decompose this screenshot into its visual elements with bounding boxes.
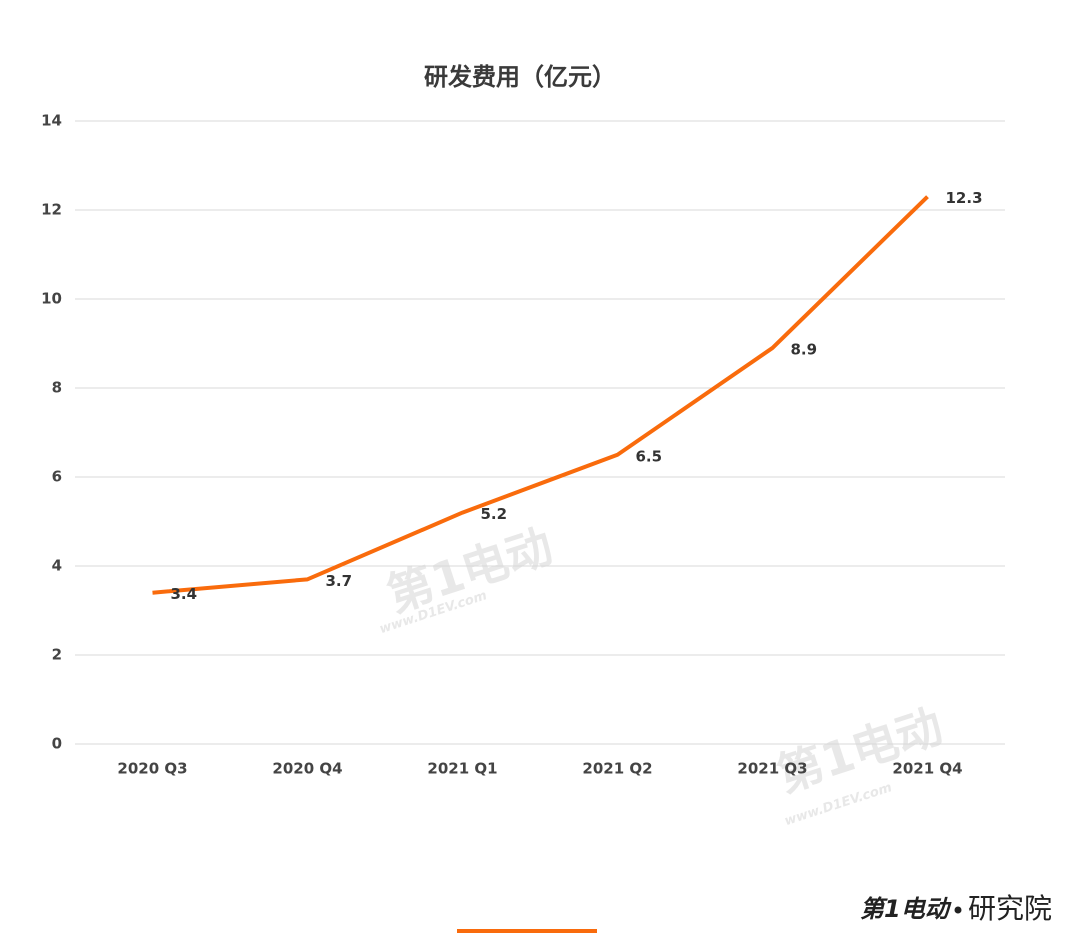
x-tick-label: 2021 Q1 (427, 760, 497, 778)
value-label: 3.4 (171, 585, 198, 603)
y-tick-label: 4 (52, 557, 62, 575)
y-tick-label: 8 (52, 379, 62, 397)
watermark-brand: 第1电动 (771, 698, 949, 802)
value-label: 8.9 (791, 340, 818, 358)
y-tick-label: 0 (52, 735, 62, 753)
bottom-bar (457, 929, 597, 933)
x-tick-label: 2021 Q4 (892, 760, 962, 778)
y-tick-label: 2 (52, 646, 62, 664)
logo-suffix: 研究院 (968, 892, 1052, 925)
watermark: 第1电动 www.D1EV.com 第1电动 www.D1EV.com (378, 518, 949, 829)
value-label: 12.3 (946, 189, 983, 207)
y-tick-label: 10 (41, 290, 62, 308)
x-tick-label: 2021 Q3 (737, 760, 807, 778)
x-tick-label: 2020 Q4 (272, 760, 342, 778)
chart-title: 研发费用（亿元） (424, 63, 616, 91)
value-label: 6.5 (636, 447, 663, 465)
value-label: 5.2 (481, 505, 508, 523)
line (152, 195, 929, 595)
x-tick-label: 2020 Q3 (117, 760, 187, 778)
logo-dot (954, 906, 962, 914)
y-tick-label: 12 (41, 201, 62, 219)
x-tick-label: 2021 Q2 (582, 760, 652, 778)
y-tick-label: 14 (41, 112, 62, 130)
logo-brand: 第1电动 (860, 895, 952, 923)
y-tick-label: 6 (52, 468, 62, 486)
value-label: 3.7 (326, 572, 353, 590)
